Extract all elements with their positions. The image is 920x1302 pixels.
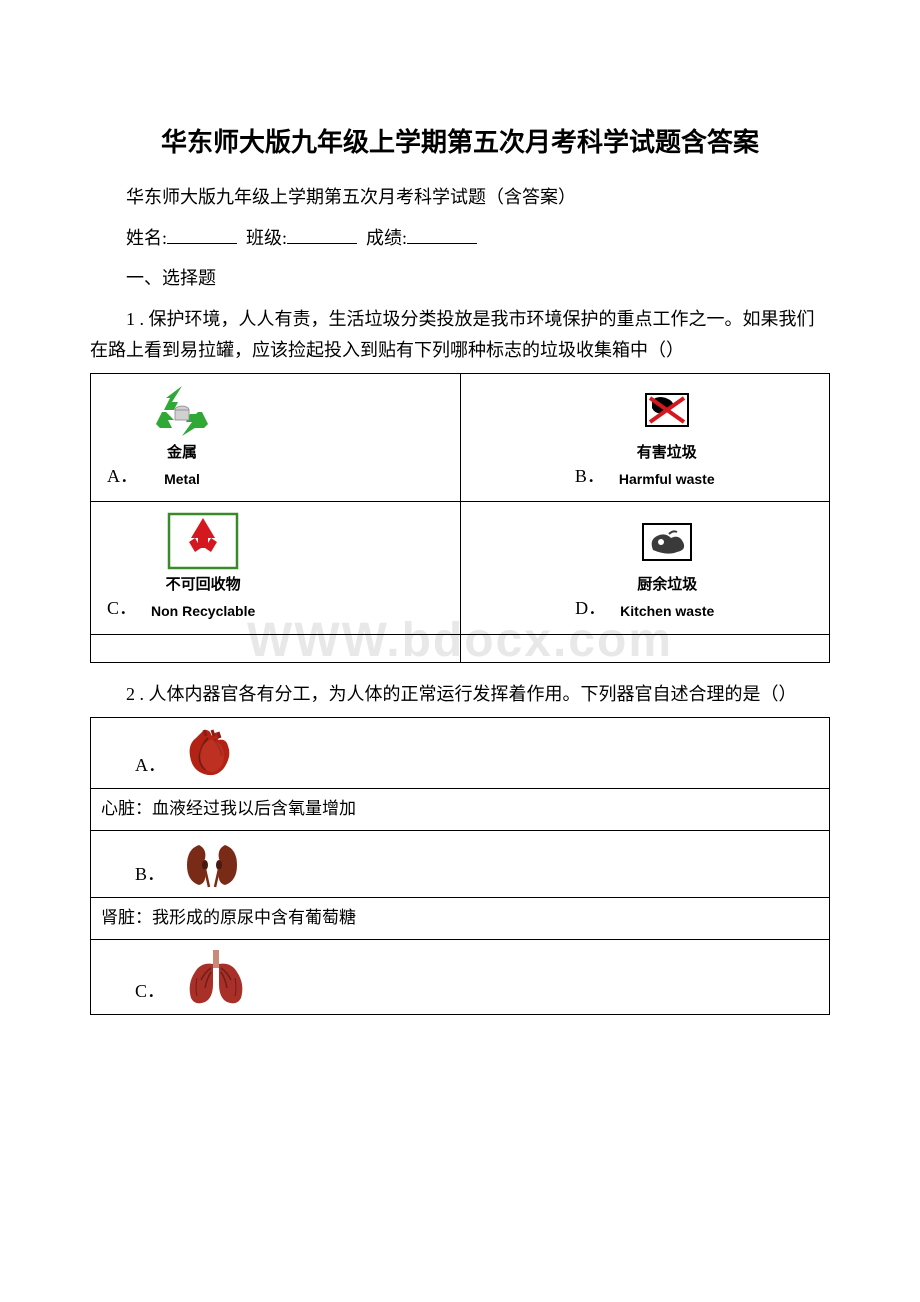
option-letter: D． [575, 593, 606, 624]
q1-options-table: A． 金属 M [90, 373, 830, 663]
q1-option-b: B． 有害垃圾 Harmful waste [460, 374, 830, 502]
q2-b-desc: 肾脏：我形成的原尿中含有葡萄糖 [91, 898, 830, 940]
lungs-icon [181, 948, 251, 1006]
q2-options-table: A． 心脏：血液经过我以后含氧量增加 B． [90, 717, 830, 1015]
section-heading: 一、选择题 [90, 263, 830, 294]
option-letter: C． [135, 976, 165, 1007]
q2-option-a: A． [91, 718, 830, 789]
q1-option-d: D． 厨余垃圾 Kitchen waste [460, 502, 830, 634]
option-letter: B． [135, 859, 165, 890]
option-cn-label: 金属 [167, 440, 197, 466]
q1-option-a: A． 金属 M [91, 374, 461, 502]
harmful-waste-icon [642, 392, 692, 438]
q2-option-c: C． [91, 940, 830, 1015]
form-line: 姓名: 班级: 成绩: [90, 223, 830, 254]
option-en-label: Non Recyclable [151, 600, 255, 624]
option-cn-label: 不可回收物 [166, 572, 241, 598]
heart-icon [182, 726, 236, 780]
non-recyclable-icon [167, 512, 239, 570]
score-label: 成绩: [366, 228, 407, 248]
name-blank [167, 226, 237, 244]
option-en-label: Kitchen waste [620, 600, 714, 624]
metal-recycle-icon [152, 384, 212, 438]
option-letter: C． [107, 593, 137, 624]
score-blank [407, 226, 477, 244]
question-2-text: 2 . 人体内器官各有分工，为人体的正常运行发挥着作用。下列器官自述合理的是（） [90, 679, 830, 710]
name-label: 姓名: [126, 228, 167, 248]
q2-option-b: B． [91, 831, 830, 898]
empty-cell [460, 634, 830, 662]
question-1-text: 1 . 保护环境，人人有责，生活垃圾分类投放是我市环境保护的重点工作之一。如果我… [90, 304, 830, 365]
class-label: 班级: [246, 228, 287, 248]
empty-cell [91, 634, 461, 662]
option-cn-label: 有害垃圾 [637, 440, 697, 466]
option-en-label: Metal [164, 468, 200, 492]
q2-a-desc: 心脏：血液经过我以后含氧量增加 [91, 789, 830, 831]
option-letter: B． [575, 461, 605, 492]
subtitle: 华东师大版九年级上学期第五次月考科学试题（含答案） [90, 182, 830, 213]
q1-option-c: C． 不可回收物 Non Recyclable [91, 502, 461, 634]
option-letter: A． [107, 461, 138, 492]
option-cn-label: 厨余垃圾 [637, 572, 697, 598]
kidney-icon [181, 839, 243, 889]
kitchen-waste-icon [639, 520, 695, 570]
option-en-label: Harmful waste [619, 468, 715, 492]
option-letter: A． [135, 750, 166, 781]
page-title: 华东师大版九年级上学期第五次月考科学试题含答案 [90, 120, 830, 164]
class-blank [287, 226, 357, 244]
